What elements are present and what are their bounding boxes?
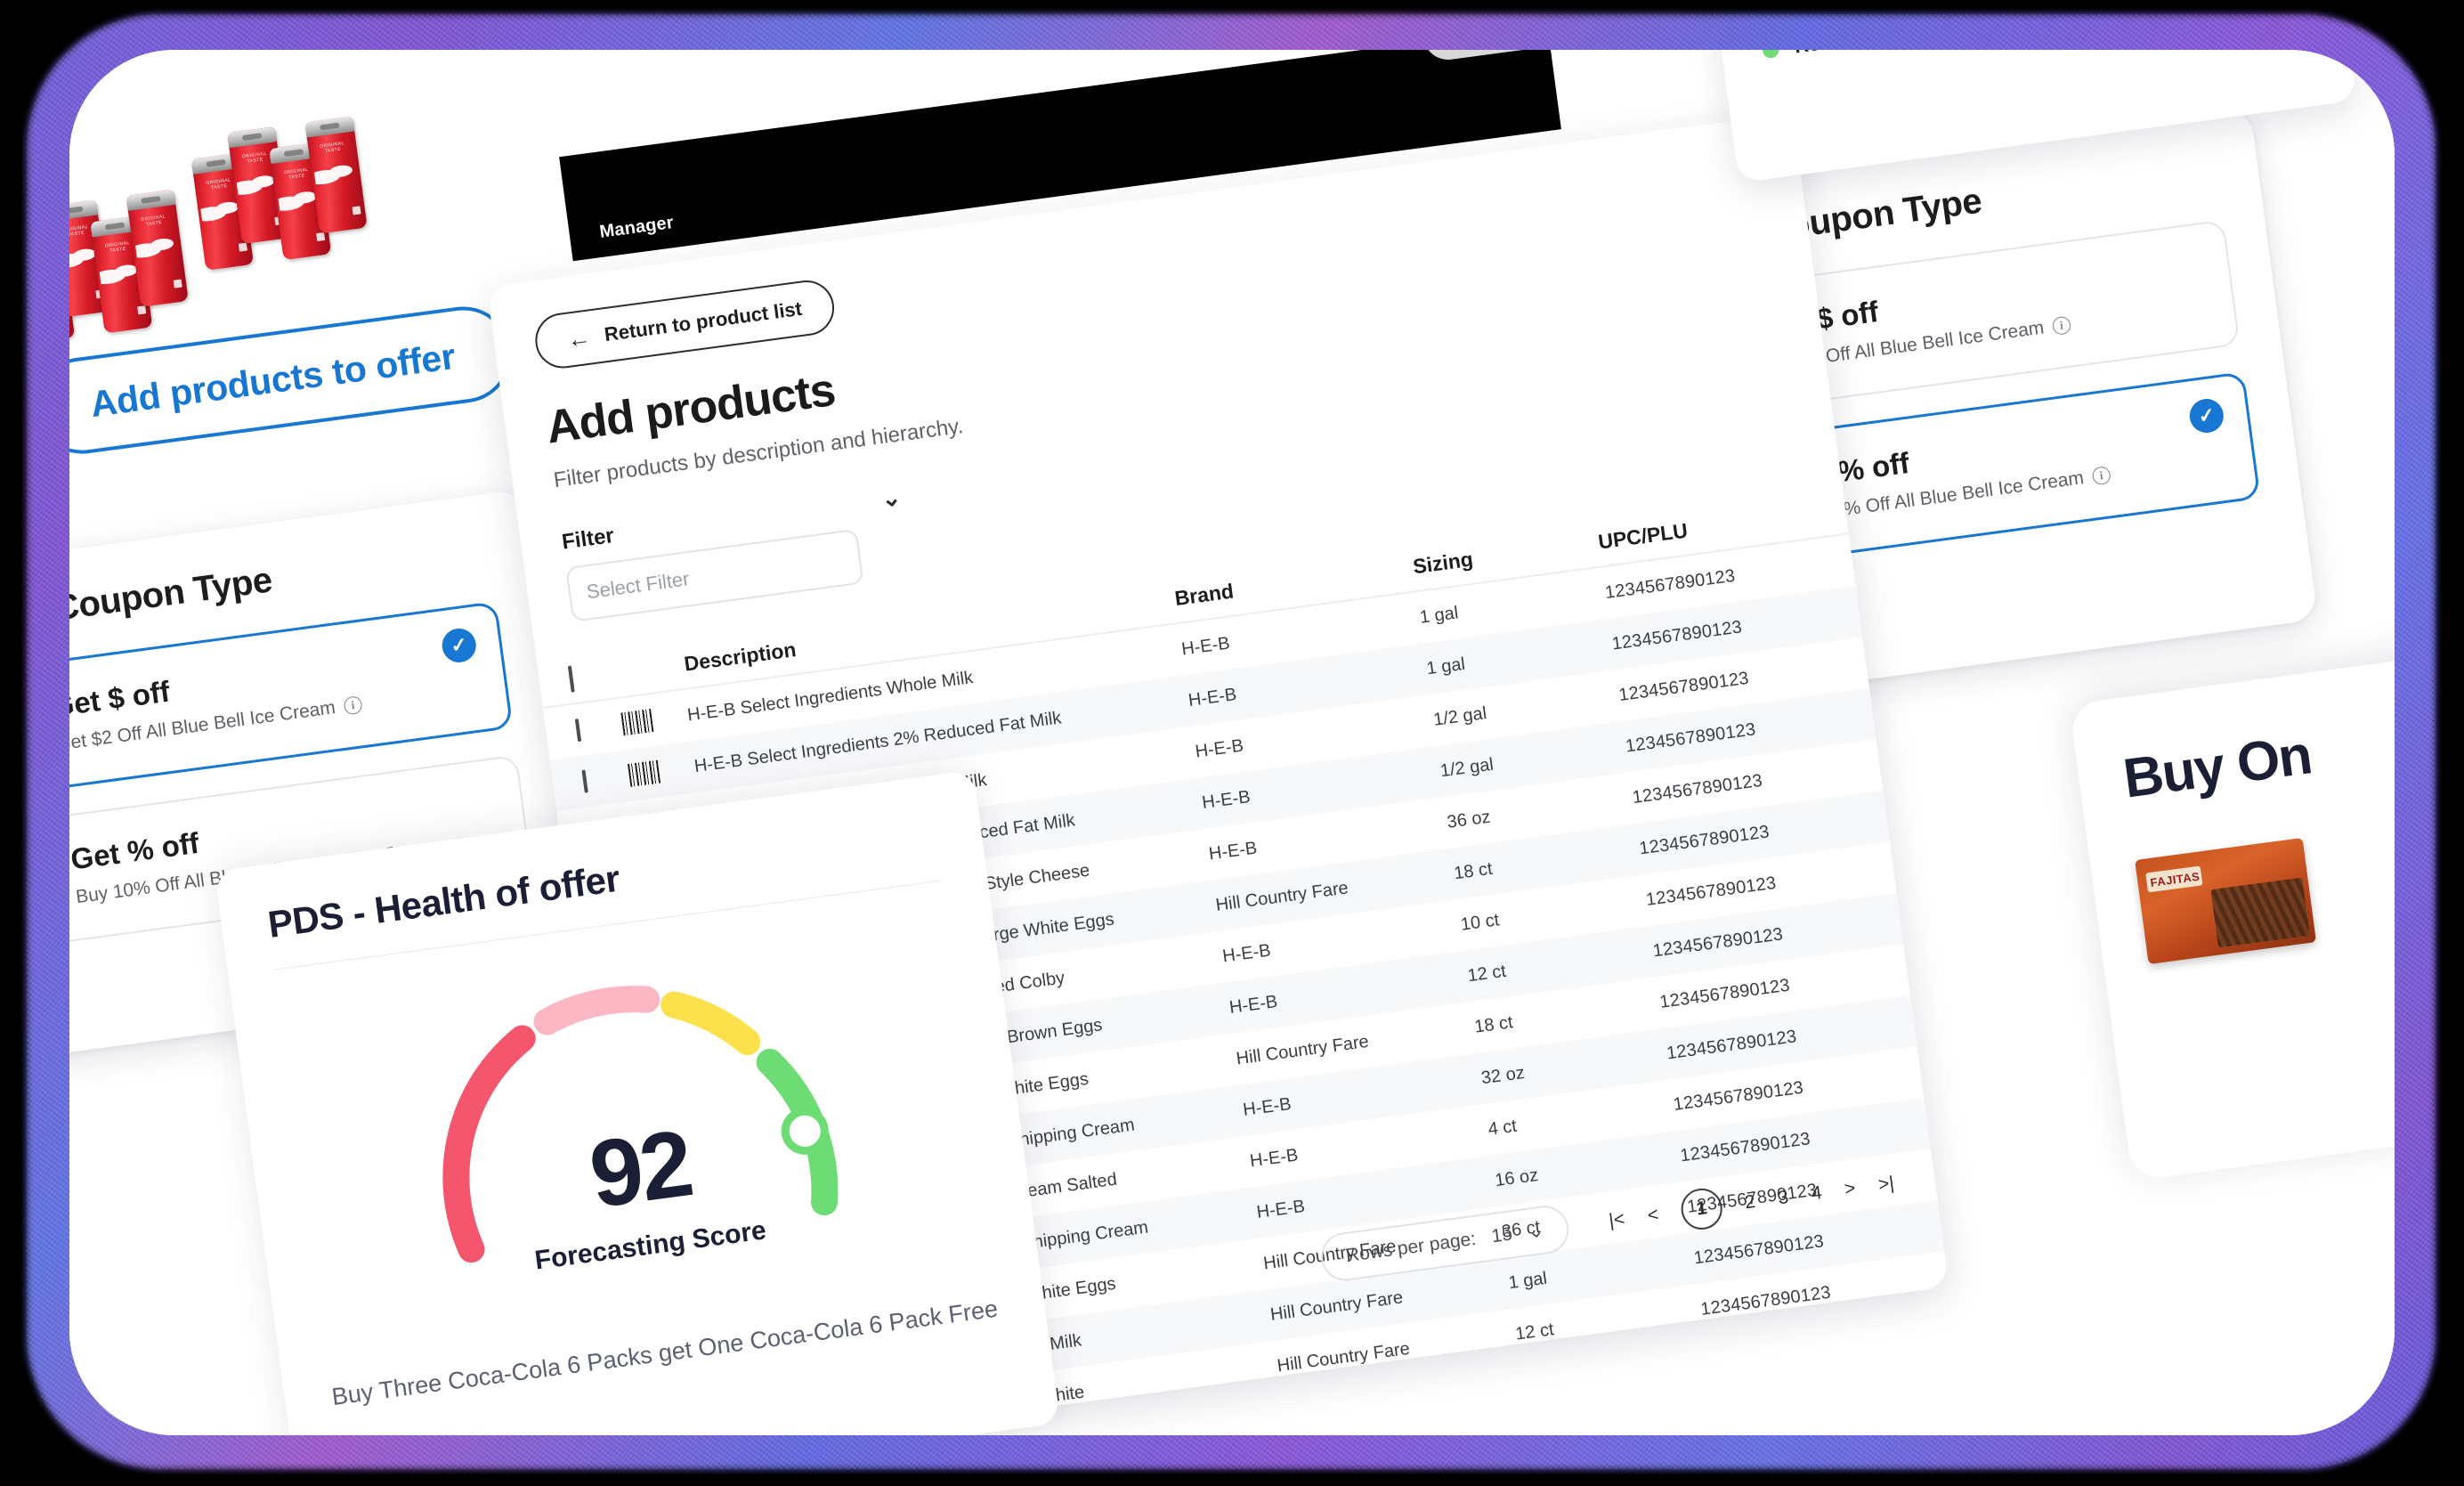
row-checkbox-cell	[545, 714, 623, 744]
forecasting-gauge: 92 Forecasting Score	[383, 930, 880, 1283]
rotated-workspace: Manager Add Se ORIGINAL TASTE ORIGINAL T…	[69, 50, 2395, 1435]
cell-sizing: 18 ct	[1452, 858, 1494, 883]
cell-sizing: 36 oz	[1446, 807, 1492, 832]
filter-block: Filter Select Filter ⌄	[561, 483, 903, 622]
offer-description: Buy Three Coca-Cola 6 Packs get One Coca…	[329, 1295, 1000, 1411]
fajitas-product-image: FAJITAS	[2135, 837, 2317, 965]
page-3[interactable]: 3	[1776, 1186, 1790, 1209]
next-page-icon[interactable]: >	[1843, 1177, 1857, 1200]
first-page-icon[interactable]: |<	[1607, 1208, 1626, 1231]
sales-metrics-list: Base/Units5,785/$27,888Lift/Units62,429/…	[1743, 50, 2302, 72]
row-checkbox-cell	[552, 766, 630, 796]
page-4[interactable]: 4	[1810, 1182, 1823, 1205]
app-window: Manager Add Se ORIGINAL TASTE ORIGINAL T…	[69, 50, 2395, 1435]
barcode-cell	[627, 755, 696, 787]
info-icon[interactable]: i	[2091, 466, 2111, 486]
cell-sizing: 12 ct	[1466, 961, 1508, 986]
rows-per-page-value: 15	[1490, 1223, 1514, 1247]
sales-metric-row: Redemption	[1760, 50, 2302, 72]
navbar-title: Manager	[598, 213, 676, 242]
cell-commodity: EGG PRODUCTS	[1942, 883, 1949, 922]
info-icon[interactable]: i	[343, 695, 363, 716]
barcode-icon	[620, 709, 654, 736]
select-all-checkbox-cell	[538, 662, 617, 695]
info-icon[interactable]: i	[2051, 315, 2072, 336]
arrow-left-icon: ←	[565, 323, 593, 353]
gauge-svg	[442, 986, 839, 1263]
cell-sizing: 12 ct	[1513, 1319, 1555, 1344]
cell-sizing: 10 ct	[1459, 909, 1501, 935]
return-button-label: Return to product list	[603, 296, 804, 346]
six-pack-left: ORIGINAL TASTE ORIGINAL TASTE ORIGINAL T…	[69, 188, 207, 366]
chevron-down-icon[interactable]: ⌄	[1527, 1220, 1545, 1243]
cell-sizing: 32 oz	[1479, 1062, 1527, 1088]
legend-dot-icon	[1762, 50, 1780, 60]
cell-commodity: MEXICAN CHEESE	[1922, 727, 1949, 768]
barcode-header-cell	[615, 664, 680, 673]
cell-sizing: 4 ct	[1487, 1116, 1519, 1140]
cell-commodity: EGG PRODUCTS	[1929, 781, 1949, 820]
cell-sizing: 18 ct	[1472, 1011, 1514, 1037]
page-2[interactable]: 2	[1743, 1190, 1757, 1214]
filter-placeholder: Select Filter	[585, 567, 691, 604]
buy-one-title: Buy On	[2120, 724, 2315, 810]
last-page-icon[interactable]: >|	[1876, 1173, 1896, 1196]
coupon-type-title: Coupon Type	[69, 560, 275, 629]
row-checkbox[interactable]	[574, 718, 582, 742]
cell-commodity: COLBY CHEESE	[1935, 833, 1949, 871]
return-to-product-list-button[interactable]: ← Return to product list	[531, 277, 838, 372]
chevron-down-icon[interactable]: ⌄	[879, 483, 903, 513]
cell-sizing: 1 gal	[1418, 602, 1460, 628]
cell-sizing: 1/2 gal	[1431, 702, 1488, 730]
six-pack-right: ORIGINAL TASTE ORIGINAL TASTE ORIGINAL T…	[189, 115, 385, 293]
cell-sizing: 1/2 gal	[1439, 754, 1495, 781]
barcode-cell	[620, 704, 689, 736]
row-checkbox[interactable]	[581, 768, 588, 793]
cell-sizing: 1 gal	[1425, 654, 1467, 678]
barcode-icon	[627, 759, 661, 787]
prev-page-icon[interactable]: <	[1646, 1204, 1660, 1226]
sales-metric-label: Redemption	[1793, 50, 1998, 59]
fajitas-label: FAJITAS	[2149, 869, 2201, 889]
pds-health-of-offer-card: PDS - Health of offer 92 Forecasting Sco…	[214, 769, 1061, 1435]
rows-per-page-label: Rows per page:	[1344, 1228, 1478, 1267]
buy-one-card: Buy On FAJITAS	[2069, 631, 2395, 1181]
page-current[interactable]: 1	[1678, 1186, 1725, 1232]
select-all-checkbox[interactable]	[567, 664, 575, 693]
cell-sizing: 16 oz	[1493, 1165, 1540, 1190]
